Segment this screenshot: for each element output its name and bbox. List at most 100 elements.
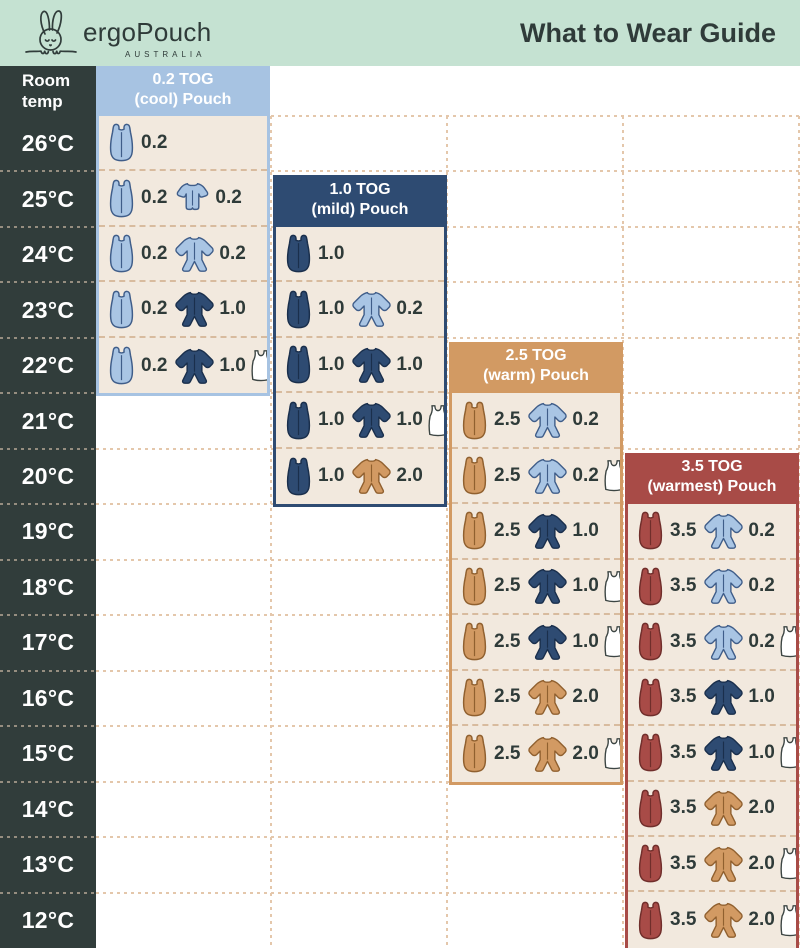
sleepsuit-icon bbox=[352, 459, 392, 495]
wear-row-25C: 0.2 0.2 bbox=[99, 171, 267, 227]
grid-column-line bbox=[270, 116, 272, 948]
pouch-icon bbox=[638, 567, 663, 606]
sleepsuit-icon bbox=[352, 347, 392, 383]
sleepsuit-icon bbox=[704, 903, 744, 939]
tog-value: 2.5 bbox=[494, 742, 521, 764]
singlet-icon bbox=[780, 848, 796, 880]
room-temp-label: 12°C bbox=[21, 906, 75, 933]
tog-value: 2.0 bbox=[748, 852, 775, 874]
tog-value: 2.0 bbox=[572, 742, 599, 764]
temp-row-divider bbox=[0, 336, 96, 339]
tog-panel-header-3.5: 3.5 TOG (warmest) Pouch bbox=[625, 452, 799, 502]
tog-value: 3.5 bbox=[670, 630, 697, 652]
temp-row-divider bbox=[0, 780, 96, 783]
pouch-icon bbox=[638, 623, 663, 661]
singlet-slot bbox=[777, 736, 796, 769]
wear-row-15C: 2.5 2.0 bbox=[452, 726, 620, 781]
grid-column-line bbox=[798, 116, 800, 948]
sleepsuit-icon bbox=[704, 569, 744, 605]
sleepsuit-icon bbox=[528, 680, 568, 716]
temp-row-divider bbox=[0, 170, 96, 173]
room-temp-label: 18°C bbox=[21, 573, 75, 600]
pouch-icon bbox=[638, 789, 663, 828]
tog-panel-body-1.0: 1.0 1.0 0.2 1.0 1.0 1.0 1.0 1.0 2.0 bbox=[273, 223, 447, 508]
tog-value: 3.5 bbox=[670, 909, 697, 931]
tog-value: 3.5 bbox=[670, 852, 697, 874]
singlet-icon bbox=[780, 626, 796, 658]
pouch-icon bbox=[462, 567, 487, 606]
tog-value: 2.0 bbox=[748, 797, 775, 819]
singlet-icon bbox=[780, 904, 796, 936]
room-temp-label: 16°C bbox=[21, 684, 75, 711]
sleepsuit-icon bbox=[175, 236, 215, 272]
temp-row-divider bbox=[0, 669, 96, 672]
tog-panel-body-2.5: 2.5 0.2 2.5 0.2 2.5 1.0 2.5 1.0 2.5 1.0 … bbox=[449, 390, 623, 785]
tog-value: 1.0 bbox=[318, 242, 345, 264]
wear-row-16C: 3.5 1.0 bbox=[628, 671, 796, 727]
singlet-icon bbox=[251, 350, 267, 382]
tog-value: 0.2 bbox=[141, 131, 168, 153]
singlet-slot bbox=[601, 459, 620, 492]
sleepsuit-icon bbox=[528, 624, 568, 660]
wear-row-19C: 2.5 1.0 bbox=[452, 504, 620, 560]
brand-subtitle: AUSTRALIA bbox=[125, 50, 206, 59]
pouch-icon bbox=[638, 512, 663, 550]
sleepsuit-icon bbox=[528, 513, 568, 549]
bunny-logo-icon bbox=[25, 10, 77, 55]
pouch-icon bbox=[286, 345, 311, 384]
panel-title-line2: (warmest) Pouch bbox=[647, 478, 777, 496]
pouch-icon bbox=[109, 123, 134, 162]
pouch-icon bbox=[462, 512, 487, 550]
tog-value: 0.2 bbox=[141, 354, 168, 376]
tog-value: 0.2 bbox=[141, 298, 168, 320]
panel-title-line1: 0.2 TOG bbox=[152, 70, 214, 88]
grid-row-line bbox=[96, 558, 800, 561]
tog-value: 1.0 bbox=[219, 354, 246, 376]
tog-value: 0.2 bbox=[572, 409, 599, 431]
sleepsuit-icon bbox=[352, 291, 392, 328]
tog-value: 1.0 bbox=[318, 409, 345, 430]
room-temp-label: 20°C bbox=[21, 463, 75, 490]
tog-value: 0.2 bbox=[219, 242, 246, 264]
panel-title-line2: (warm) Pouch bbox=[483, 367, 589, 385]
wear-row-15C: 3.5 1.0 bbox=[628, 726, 796, 782]
room-temp-header-line1: Room bbox=[22, 71, 71, 90]
wear-row-16C: 2.5 2.0 bbox=[452, 671, 620, 727]
tog-panel-header-0.2: 0.2 TOG (cool) Pouch bbox=[96, 66, 270, 113]
pouch-icon bbox=[638, 901, 663, 939]
grid-column-line bbox=[446, 116, 448, 948]
temp-row-divider bbox=[0, 392, 96, 395]
singlet-icon bbox=[428, 404, 444, 436]
wear-row-12C: 3.5 2.0 bbox=[628, 892, 796, 947]
tog-value: 1.0 bbox=[572, 575, 599, 597]
wear-row-21C: 2.5 0.2 bbox=[452, 393, 620, 449]
tog-value: 2.0 bbox=[396, 465, 423, 487]
tog-value: 0.2 bbox=[748, 575, 775, 597]
temp-row-divider bbox=[0, 614, 96, 617]
grid-background bbox=[96, 115, 800, 948]
header-bar: ergoPouch AUSTRALIA What to Wear Guide bbox=[0, 0, 800, 66]
wear-row-21C: 1.0 1.0 bbox=[276, 393, 444, 449]
panel-title-line1: 2.5 TOG bbox=[505, 347, 567, 365]
brand-logo: ergoPouch AUSTRALIA bbox=[24, 7, 211, 59]
sleepsuit-icon bbox=[352, 402, 392, 438]
sleepsuit-icon bbox=[704, 846, 744, 882]
wear-row-18C: 3.5 0.2 bbox=[628, 560, 796, 616]
sleepsuit-icon bbox=[528, 736, 568, 772]
room-temp-column: Room temp 26°C 25°C 24°C 23°C 22°C 21°C 20°C 19… bbox=[0, 66, 96, 948]
pouch-icon bbox=[109, 290, 134, 328]
pouch-icon bbox=[109, 234, 134, 273]
sleepsuit-icon bbox=[704, 624, 744, 660]
pouch-icon bbox=[109, 179, 134, 217]
wear-row-18C: 2.5 1.0 bbox=[452, 560, 620, 616]
wear-row-26C: 0.2 bbox=[99, 116, 267, 172]
singlet-slot bbox=[777, 847, 796, 880]
tog-value: 2.5 bbox=[494, 686, 521, 708]
room-temp-label: 19°C bbox=[21, 518, 75, 545]
wear-row-17C: 3.5 0.2 bbox=[628, 615, 796, 671]
sleepsuit-icon bbox=[704, 791, 744, 827]
wear-row-22C: 1.0 1.0 bbox=[276, 338, 444, 394]
pouch-icon bbox=[286, 290, 311, 328]
tog-value: 0.2 bbox=[396, 298, 423, 320]
